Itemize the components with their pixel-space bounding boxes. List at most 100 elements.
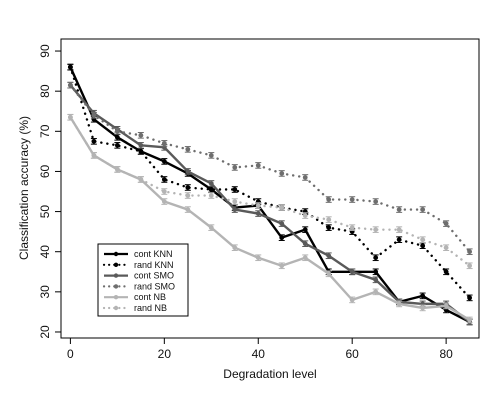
data-point xyxy=(396,301,402,307)
data-point xyxy=(255,203,261,208)
data-point xyxy=(420,305,426,311)
legend-box xyxy=(97,243,189,317)
data-point xyxy=(420,207,426,212)
data-point xyxy=(208,152,214,158)
data-point xyxy=(396,207,402,212)
data-point xyxy=(467,317,473,323)
data-point xyxy=(302,213,308,218)
data-point xyxy=(255,211,261,216)
legend-entry: cont SMO xyxy=(134,271,174,281)
data-point xyxy=(420,243,426,249)
data-point xyxy=(138,177,144,182)
data-point xyxy=(373,269,379,275)
data-point xyxy=(232,245,238,251)
data-point xyxy=(161,140,167,146)
y-tick-label: 30 xyxy=(38,285,52,299)
data-point xyxy=(114,128,120,134)
data-point xyxy=(232,199,238,204)
series-cont-smo xyxy=(67,81,473,326)
data-point xyxy=(302,241,308,247)
data-point xyxy=(302,175,308,180)
data-point xyxy=(373,255,379,261)
legend-marker xyxy=(113,262,119,267)
series-layer xyxy=(67,63,473,326)
data-point xyxy=(185,169,191,174)
data-point xyxy=(396,227,402,233)
data-point xyxy=(302,227,308,233)
data-point xyxy=(279,171,285,176)
data-point xyxy=(114,142,120,148)
series-rand-smo xyxy=(67,81,473,256)
data-point xyxy=(114,134,120,140)
data-point xyxy=(255,255,261,261)
data-point xyxy=(326,217,332,223)
series-line xyxy=(69,116,471,321)
y-tick-label: 60 xyxy=(38,164,52,178)
data-point xyxy=(161,159,167,164)
data-point xyxy=(185,207,191,212)
y-axis-label: Classification accuracy (%) xyxy=(17,116,31,260)
data-point xyxy=(373,199,379,204)
y-tick-label: 80 xyxy=(38,84,52,98)
series-rand-nb xyxy=(67,113,473,270)
data-point xyxy=(138,132,144,138)
plot-area-frame xyxy=(60,38,480,339)
data-point xyxy=(420,293,426,299)
y-tick-label: 40 xyxy=(38,245,52,259)
data-point xyxy=(396,237,402,243)
data-point xyxy=(373,289,379,295)
data-point xyxy=(326,225,332,231)
legend-marker xyxy=(113,305,119,311)
data-point xyxy=(443,221,449,227)
data-point xyxy=(232,187,238,192)
data-point xyxy=(208,187,214,192)
data-point xyxy=(349,197,355,202)
data-point xyxy=(161,189,167,194)
data-point xyxy=(67,82,73,88)
data-point xyxy=(232,207,238,212)
data-point xyxy=(185,193,191,198)
data-point xyxy=(443,269,449,275)
data-point xyxy=(67,114,73,120)
legend-entry: cont NB xyxy=(134,292,166,302)
y-tick-label: 20 xyxy=(38,325,52,339)
data-point xyxy=(373,277,379,283)
legend-entry: rand KNN xyxy=(134,260,174,270)
x-axis: 0 20 40 60 80 xyxy=(67,338,453,361)
data-point xyxy=(185,185,191,190)
data-point xyxy=(91,112,97,118)
x-tick-label: 0 xyxy=(67,347,74,361)
data-point xyxy=(467,295,473,301)
series-line xyxy=(69,66,471,324)
data-point xyxy=(138,142,144,148)
legend-entry: cont KNN xyxy=(134,249,173,259)
data-point xyxy=(138,148,144,154)
y-tick-label: 70 xyxy=(38,124,52,138)
data-point xyxy=(279,205,285,210)
data-point xyxy=(467,263,473,269)
data-point xyxy=(467,249,473,255)
data-point xyxy=(208,193,214,198)
data-point xyxy=(67,64,73,70)
series-line xyxy=(69,83,471,253)
series-line xyxy=(69,84,471,323)
y-tick-label: 90 xyxy=(38,44,52,58)
x-axis-label: Degradation level xyxy=(223,367,316,381)
legend-marker xyxy=(113,295,119,300)
data-point xyxy=(420,237,426,243)
data-point xyxy=(161,199,167,204)
data-point xyxy=(443,303,449,309)
data-point xyxy=(255,163,261,168)
data-point xyxy=(161,177,167,182)
y-tick-label: 50 xyxy=(38,205,52,219)
legend-marker xyxy=(113,273,119,278)
data-point xyxy=(279,235,285,241)
series-line xyxy=(69,116,471,267)
legend-marker xyxy=(113,284,119,289)
legend-entry: rand NB xyxy=(134,303,167,313)
data-point xyxy=(208,181,214,186)
data-point xyxy=(91,152,97,158)
